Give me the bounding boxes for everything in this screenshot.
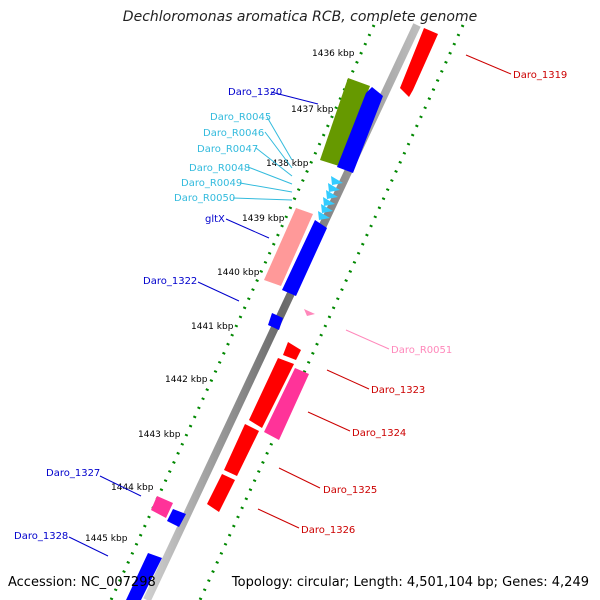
leader-line <box>465 54 512 75</box>
gene-glyph-daro-r0051[interactable] <box>304 309 315 316</box>
leader-line <box>270 91 319 105</box>
kbp-label: 1437 kbp <box>291 105 334 115</box>
leader-line <box>239 182 293 193</box>
gene-label[interactable]: Daro_R0050 <box>174 193 235 204</box>
gene-label[interactable]: Daro_1327 <box>46 468 100 479</box>
right-gene-labels: Daro_1319 Daro_R0051 Daro_1323 Daro_1324… <box>301 70 567 536</box>
gene-label[interactable]: Daro_R0047 <box>197 144 258 155</box>
gene-label[interactable]: Daro_1328 <box>14 531 68 542</box>
left-gene-labels: Daro_1320 Daro_R0045 Daro_R0046 Daro_R00… <box>14 87 282 542</box>
gene-arrow-daro-1322[interactable] <box>268 313 283 330</box>
leader-line <box>232 197 293 201</box>
kbp-label: 1442 kbp <box>165 375 208 385</box>
trna-glyph-r0050[interactable] <box>318 211 330 220</box>
gene-label[interactable]: Daro_R0048 <box>189 163 250 174</box>
leader-line <box>255 147 293 177</box>
gene-arrow-daro-1326[interactable] <box>207 474 235 512</box>
gene-arrow-daro-1319[interactable] <box>400 28 438 97</box>
leader-line <box>257 508 300 529</box>
gene-arrow-small[interactable] <box>283 342 301 360</box>
gene-arrow-daro-1324[interactable] <box>264 368 309 440</box>
trna-glyph-r0049[interactable] <box>321 204 333 213</box>
gene-label[interactable]: Daro_R0045 <box>210 112 271 123</box>
left-callout-lines <box>68 91 319 557</box>
gene-arrow-daro-1328[interactable] <box>126 553 162 600</box>
gene-label[interactable]: Daro_1325 <box>323 485 377 496</box>
leader-line <box>99 475 142 497</box>
leader-line <box>278 467 321 489</box>
leader-line <box>225 218 270 239</box>
gene-arrow-daro-1327-region[interactable] <box>151 496 173 518</box>
kbp-label: 1436 kbp <box>312 49 355 59</box>
gene-arrow-daro-1327[interactable] <box>167 509 186 527</box>
leader-line <box>197 281 240 302</box>
kbp-label: 1444 kbp <box>111 483 154 493</box>
misc-feature-gltx-region[interactable] <box>264 208 313 286</box>
trna-glyph-r0048[interactable] <box>323 197 335 206</box>
gene-label[interactable]: gltX <box>205 214 225 225</box>
gene-label[interactable]: Daro_1322 <box>143 276 197 287</box>
trna-glyph-r0046[interactable] <box>328 183 340 192</box>
gene-label[interactable]: Daro_1320 <box>228 87 282 98</box>
gene-arrow-daro-1325[interactable] <box>224 424 259 476</box>
gene-label[interactable]: Daro_1324 <box>352 428 406 439</box>
gene-label[interactable]: Daro_1323 <box>371 385 425 396</box>
genome-summary-text: Topology: circular; Length: 4,501,104 bp… <box>231 575 589 590</box>
accession-text: Accession: NC_007298 <box>8 575 156 590</box>
leader-line <box>307 411 351 432</box>
gene-label[interactable]: Daro_1326 <box>301 525 355 536</box>
leader-line <box>264 131 293 169</box>
right-callout-lines <box>257 54 512 529</box>
leader-line <box>266 116 293 161</box>
gene-label[interactable]: Daro_R0046 <box>203 128 264 139</box>
gene-label[interactable]: Daro_R0051 <box>391 345 452 356</box>
gene-label[interactable]: Daro_1319 <box>513 70 567 81</box>
leader-line <box>345 329 390 350</box>
kbp-label: 1438 kbp <box>266 159 309 169</box>
trna-glyph-r0045[interactable] <box>331 176 343 185</box>
kbp-label: 1445 kbp <box>85 534 128 544</box>
gene-arrow-daro-1320[interactable] <box>337 87 383 173</box>
gene-arrow-gltx[interactable] <box>282 220 327 296</box>
kbp-label: 1443 kbp <box>138 430 181 440</box>
gene-arrow-daro-1323[interactable] <box>249 358 294 428</box>
kbp-label: 1439 kbp <box>242 214 285 224</box>
kbp-scale: 1436 kbp 1437 kbp 1438 kbp 1439 kbp 1440… <box>85 49 355 544</box>
gene-label[interactable]: Daro_R0049 <box>181 178 242 189</box>
leader-line <box>68 536 109 557</box>
map-title: Dechloromonas aromatica RCB, complete ge… <box>122 9 478 25</box>
kbp-label: 1441 kbp <box>191 322 234 332</box>
kbp-label: 1440 kbp <box>217 268 260 278</box>
trna-glyph-r0047[interactable] <box>326 190 338 199</box>
feature-glyphs <box>126 28 438 600</box>
rrna-arrow-daro-1320-region[interactable] <box>320 78 370 166</box>
leader-line <box>247 166 293 185</box>
leader-line <box>326 369 370 390</box>
